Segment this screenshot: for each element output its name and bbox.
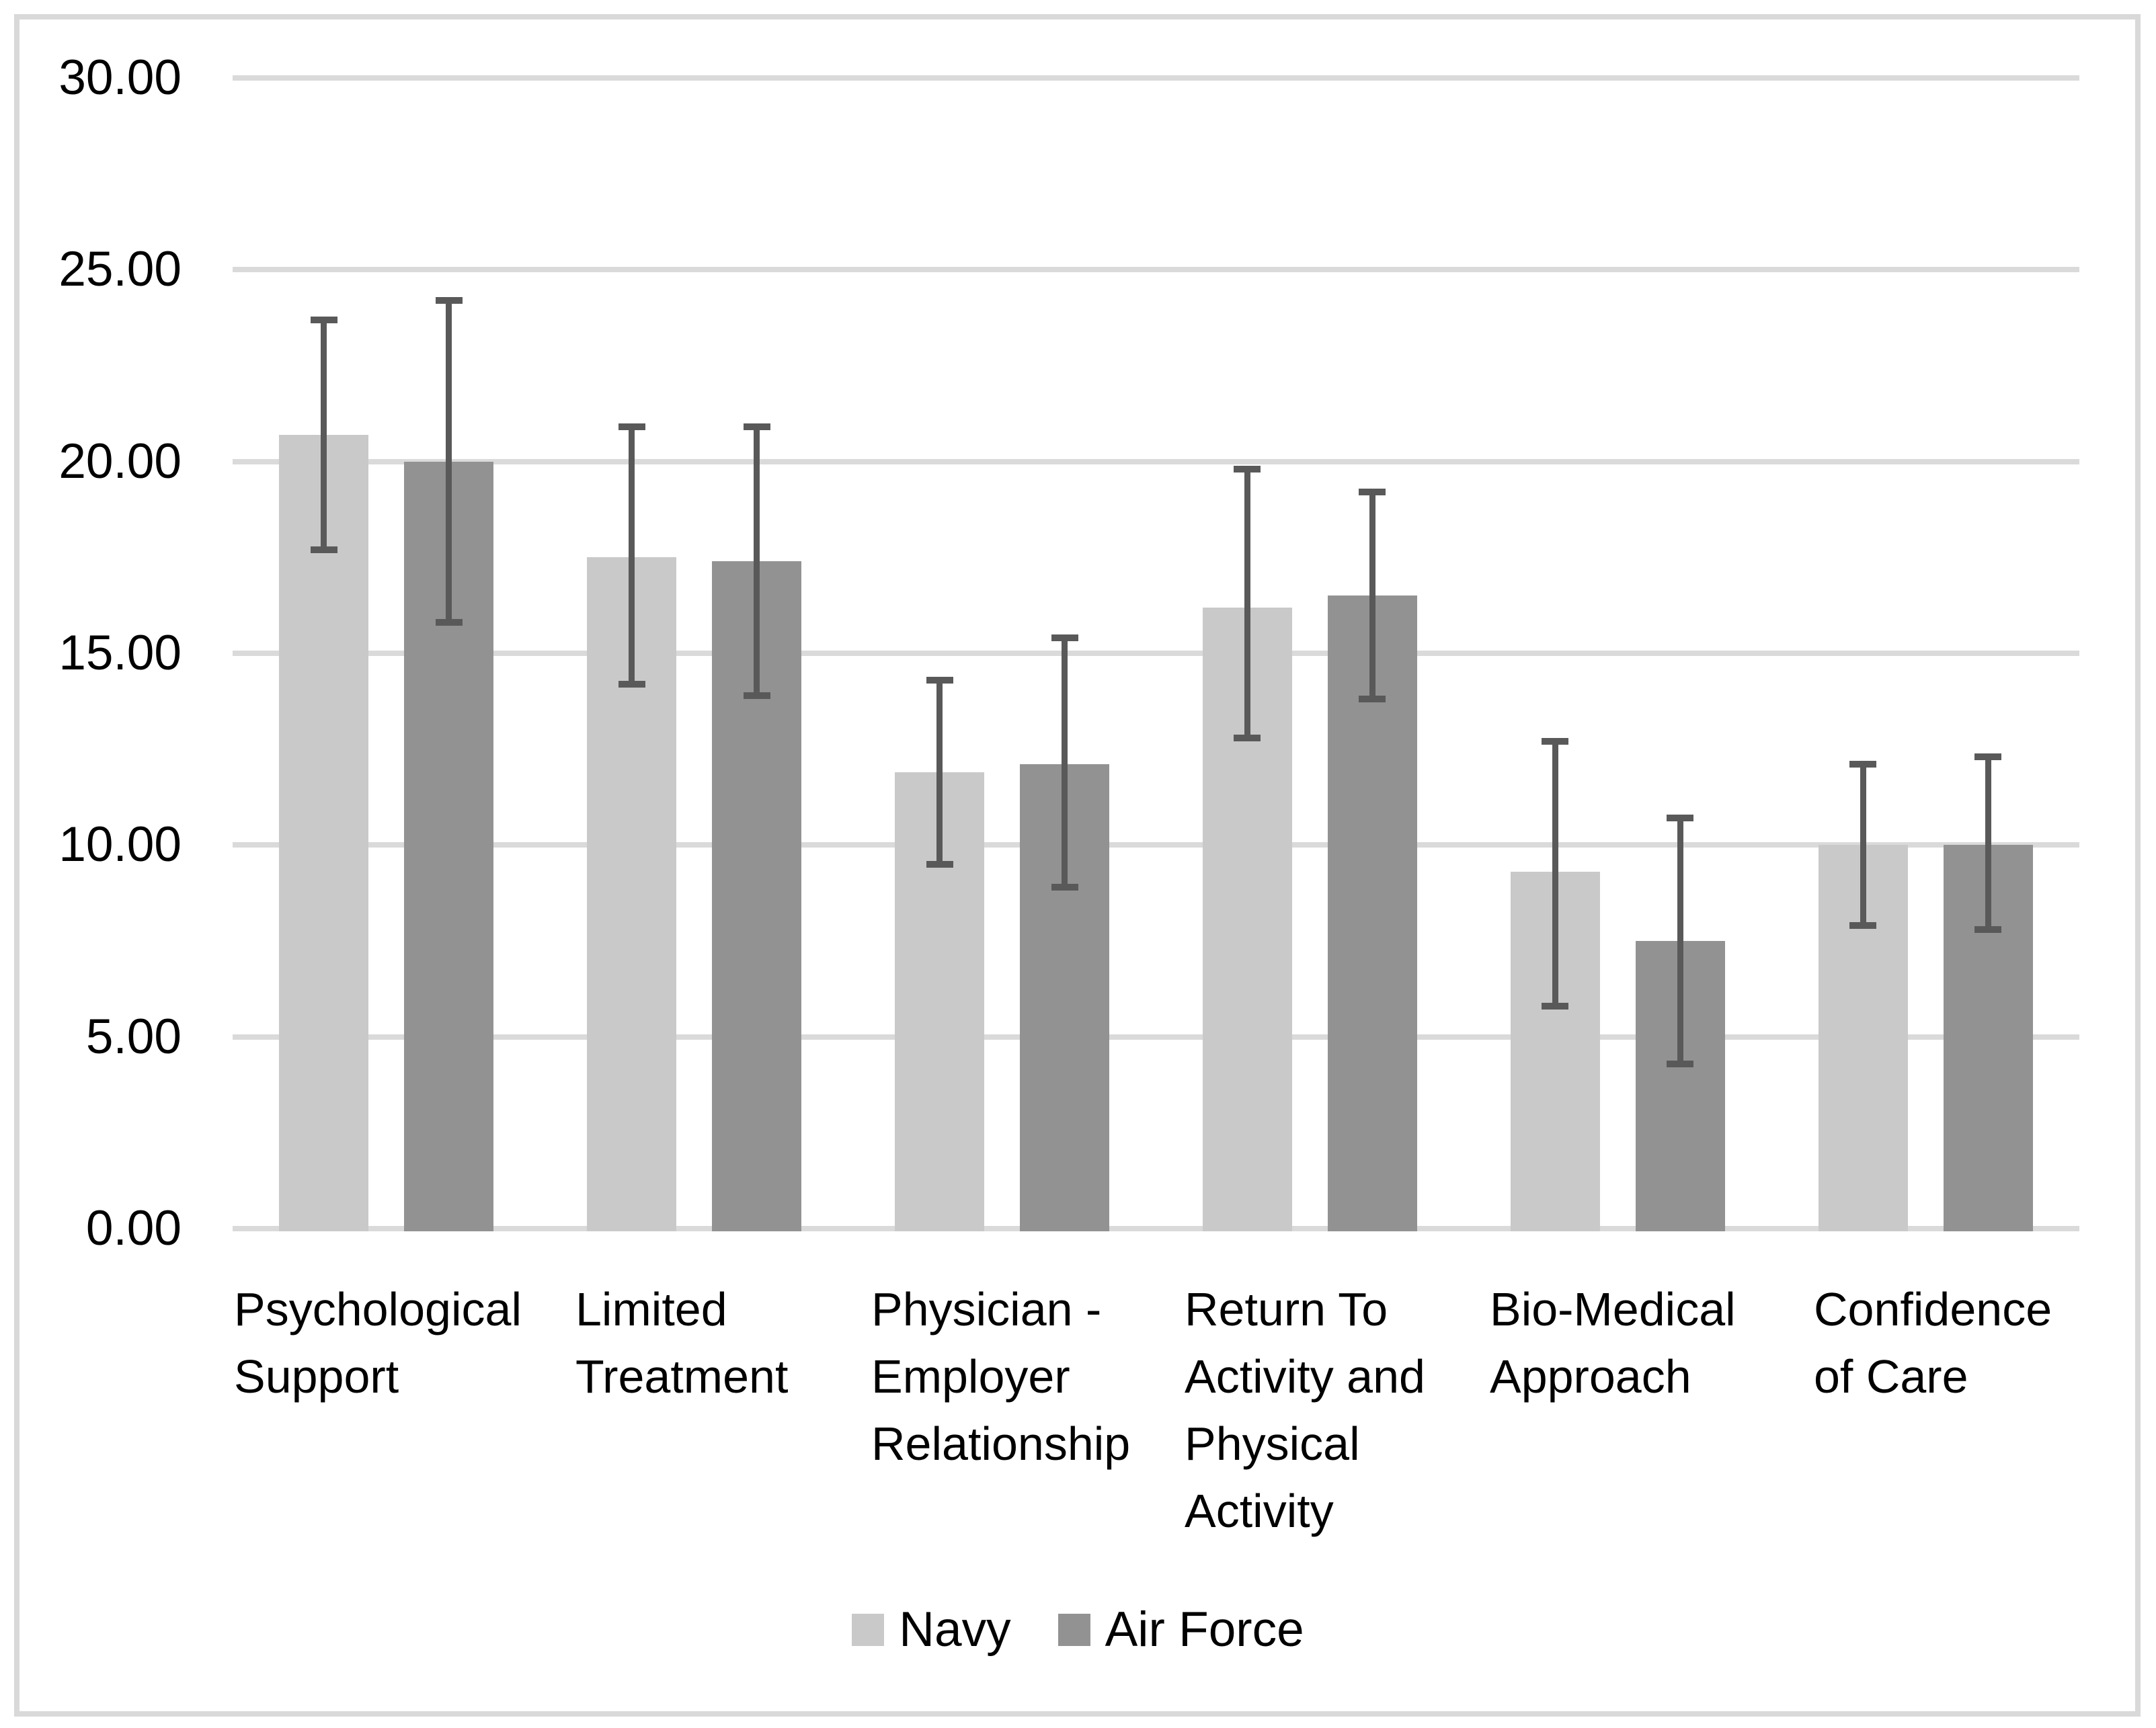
air-force-legend-label: Air Force [1105,1602,1304,1657]
category-label-line: Treatment [575,1350,789,1403]
gridline-20.00 [233,458,2079,464]
error-bar-air-force-category-4 [1677,818,1683,1064]
error-cap-hi-air-force-category-2 [1051,634,1078,642]
error-cap-hi-air-force-category-3 [1359,489,1386,496]
category-label-line: Limited [575,1283,727,1335]
gridline-5.00 [233,1034,2079,1040]
y-tick-label-20.00: 20.00 [58,434,182,489]
y-tick-label-30.00: 30.00 [58,50,182,105]
error-bar-navy-category-5 [1860,764,1866,926]
navy-legend-swatch [852,1614,885,1646]
gridline-15.00 [233,651,2079,656]
y-tick-label-10.00: 10.00 [58,817,182,872]
y-tick-label-0.00: 0.00 [85,1201,182,1256]
category-label-4: Bio-Medical Approach [1490,1276,1736,1410]
error-cap-hi-air-force-category-4 [1667,815,1694,822]
category-label-1: Limited Treatment [575,1276,788,1410]
legend-item-navy: Navy [852,1602,1011,1657]
error-bar-air-force-category-5 [1985,757,1991,930]
category-label-line: Bio-Medical [1490,1283,1736,1335]
error-bar-air-force-category-0 [446,300,452,623]
error-cap-hi-air-force-category-0 [435,296,463,304]
error-bar-navy-category-0 [321,319,327,550]
category-label-line: Activity [1185,1485,1334,1537]
category-label-line: Relationship [871,1417,1131,1470]
y-tick-label-15.00: 15.00 [58,626,182,680]
error-cap-hi-air-force-category-5 [1974,753,2002,761]
error-cap-hi-navy-category-2 [926,676,953,684]
gridline-30.00 [233,75,2079,81]
legend: Navy Air Force [0,1603,2156,1657]
bar-navy-category-0 [279,434,369,1231]
error-cap-lo-navy-category-3 [1234,734,1261,741]
error-cap-hi-navy-category-1 [618,423,645,431]
category-label-line: Support [234,1350,399,1403]
gridline-10.00 [233,842,2079,848]
error-cap-lo-air-force-category-1 [743,692,770,699]
navy-legend-label: Navy [899,1602,1011,1657]
error-cap-lo-air-force-category-5 [1974,925,2002,933]
error-cap-lo-navy-category-0 [310,546,337,553]
category-label-0: Psychological Support [234,1276,522,1410]
category-label-line: Return To [1185,1283,1388,1335]
y-tick-label-5.00: 5.00 [85,1009,182,1064]
error-cap-lo-navy-category-2 [926,860,953,868]
error-cap-hi-navy-category-4 [1542,738,1569,745]
category-label-line: Physical [1185,1417,1360,1470]
category-label-5: Confidence of Care [1814,1276,2052,1410]
gridline-25.00 [233,267,2079,273]
error-cap-hi-air-force-category-1 [743,423,770,431]
category-label-line: Approach [1490,1350,1691,1403]
y-tick-label-25.00: 25.00 [58,242,182,297]
error-bar-navy-category-4 [1552,741,1558,1006]
error-cap-lo-navy-category-1 [618,680,645,688]
error-bar-navy-category-1 [629,427,635,684]
legend-item-air-force: Air Force [1057,1602,1304,1657]
error-cap-lo-air-force-category-4 [1667,1060,1694,1067]
error-cap-hi-navy-category-0 [310,316,337,323]
category-label-line: Employer [871,1350,1070,1403]
error-cap-hi-navy-category-3 [1234,466,1261,473]
category-label-line: Activity and [1185,1350,1425,1403]
error-cap-lo-air-force-category-3 [1359,696,1386,703]
category-label-3: Return To Activity and Physical Activity [1185,1276,1425,1545]
category-label-line: of Care [1814,1350,1968,1403]
error-bar-navy-category-2 [936,680,943,864]
category-label-2: Physician - Employer Relationship [871,1276,1130,1477]
error-cap-lo-air-force-category-2 [1051,884,1078,891]
gridline-0.00 [233,1226,2079,1231]
error-bar-air-force-category-3 [1369,492,1375,700]
error-cap-lo-navy-category-4 [1542,1003,1569,1010]
chart-frame-border [14,14,2141,1717]
error-bar-air-force-category-1 [754,427,760,696]
error-bar-navy-category-3 [1244,469,1250,738]
error-cap-hi-navy-category-5 [1849,761,1877,768]
error-bar-air-force-category-2 [1062,638,1068,888]
category-label-line: Psychological [234,1283,522,1335]
error-cap-lo-air-force-category-0 [435,619,463,626]
air-force-legend-swatch [1057,1614,1090,1646]
error-cap-lo-navy-category-5 [1849,922,1877,930]
category-label-line: Confidence [1814,1283,2052,1335]
category-label-line: Physician - [871,1283,1102,1335]
